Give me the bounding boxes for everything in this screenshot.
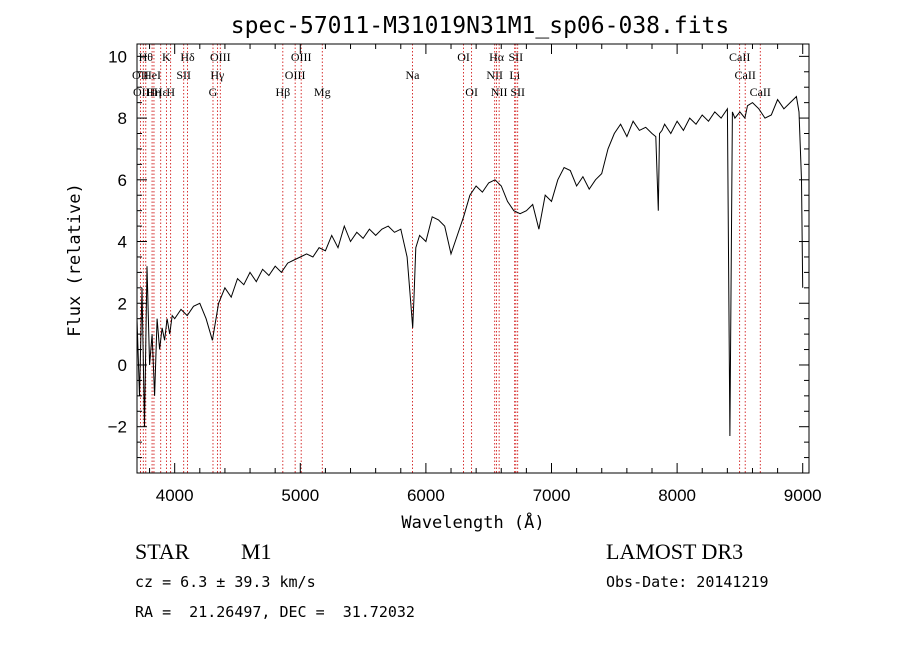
x-axis: 4000 5000 6000 7000 8000 9000 bbox=[149, 44, 822, 505]
marker-label: H bbox=[166, 85, 175, 99]
y-tick-label: 4 bbox=[118, 233, 127, 252]
y-tick-label: 8 bbox=[118, 109, 127, 128]
marker-label: CaII bbox=[729, 50, 750, 64]
marker-label: Na bbox=[405, 68, 420, 82]
marker-label: CaII bbox=[735, 68, 756, 82]
y-tick-label: −2 bbox=[108, 418, 127, 437]
marker-label: SII bbox=[176, 68, 191, 82]
marker-label: HeI bbox=[143, 68, 161, 82]
y-tick-label: 6 bbox=[118, 171, 127, 190]
marker-label: CaII bbox=[750, 85, 771, 99]
x-axis-label: Wavelength (Å) bbox=[401, 511, 544, 533]
series-layer bbox=[136, 95, 804, 437]
marker-label: Hε bbox=[154, 85, 168, 99]
marker-label: SII bbox=[508, 50, 523, 64]
marker-label: Hδ bbox=[180, 50, 195, 64]
marker-label: G bbox=[209, 85, 218, 99]
marker-label: SII bbox=[510, 85, 525, 99]
x-tick-label: 5000 bbox=[281, 486, 319, 505]
observation-date: Obs-Date: 20141219 bbox=[606, 573, 769, 591]
y-tick-label: 2 bbox=[118, 294, 127, 313]
survey-name: LAMOST DR3 bbox=[606, 539, 744, 564]
marker-label: K bbox=[162, 50, 171, 64]
marker-label: OIII bbox=[133, 85, 154, 99]
x-tick-label: 8000 bbox=[658, 486, 696, 505]
y-axis: −2 0 2 4 6 8 10 bbox=[108, 47, 809, 459]
coordinates: RA = 21.26497, DEC = 31.72032 bbox=[135, 603, 415, 621]
object-subclass: M1 bbox=[241, 539, 272, 564]
y-axis-label: Flux (relative) bbox=[65, 183, 85, 337]
marker-label: Mg bbox=[314, 85, 331, 99]
marker-label: OIII bbox=[210, 50, 231, 64]
x-tick-label: 6000 bbox=[407, 486, 445, 505]
object-class: STAR bbox=[135, 539, 190, 564]
plot-frame bbox=[136, 43, 810, 474]
marker-label: Hα bbox=[489, 50, 505, 64]
marker-label: OI bbox=[465, 85, 478, 99]
redshift-velocity: cz = 6.3 ± 39.3 km/s bbox=[135, 573, 316, 591]
marker-label: Li bbox=[509, 68, 520, 82]
x-tick-label: 9000 bbox=[784, 486, 822, 505]
y-tick-label: 10 bbox=[108, 47, 127, 66]
line-marker-layer: OIIOIIIHθHeIHηHεKHSIIHδGHγOIIIHβOIIIOIII… bbox=[132, 44, 771, 473]
marker-label: OI bbox=[457, 50, 470, 64]
y-tick-label: 0 bbox=[118, 356, 127, 375]
marker-label: OIII bbox=[291, 50, 312, 64]
marker-label: NII bbox=[491, 85, 508, 99]
marker-label: Hβ bbox=[275, 85, 290, 99]
marker-label: NII bbox=[486, 68, 503, 82]
flux-series-line bbox=[136, 95, 804, 437]
marker-label: OII bbox=[132, 68, 149, 82]
marker-label: Hη bbox=[146, 85, 161, 99]
marker-label: Hθ bbox=[139, 50, 154, 64]
x-tick-label: 4000 bbox=[156, 486, 194, 505]
marker-label: Hγ bbox=[210, 68, 225, 82]
x-tick-label: 7000 bbox=[533, 486, 571, 505]
chart-title: spec-57011-M31019N31M1_sp06-038.fits bbox=[231, 13, 730, 39]
marker-label: OIII bbox=[285, 68, 306, 82]
